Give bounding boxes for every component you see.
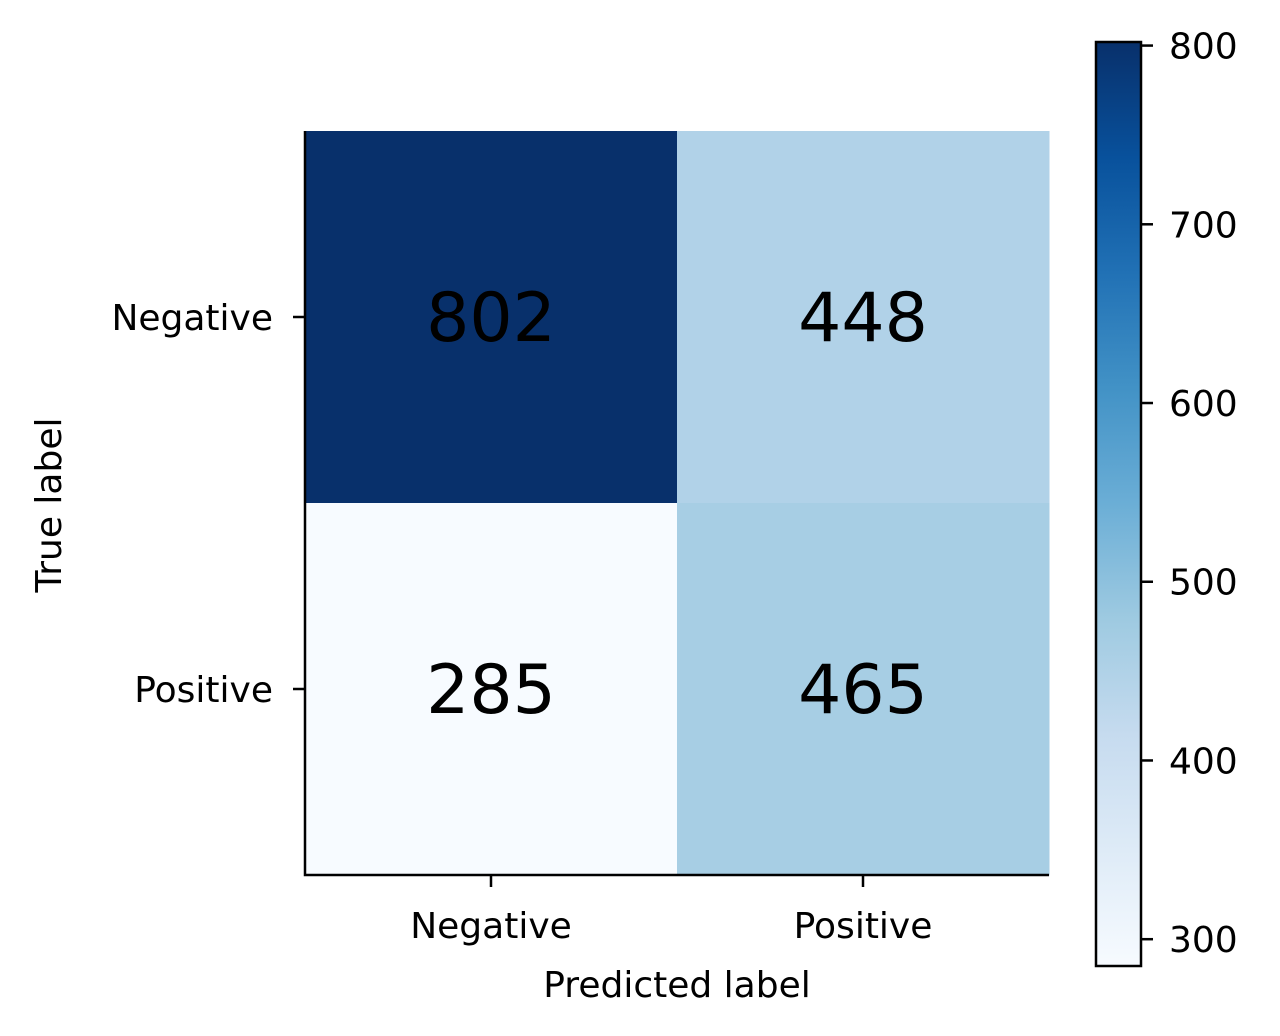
- heatmap-cell: [305, 503, 678, 876]
- cell-value-label: 448: [798, 279, 928, 358]
- colorbar: 300 400 500 600 700 800: [1094, 27, 1238, 968]
- colorbar-gradient: [1094, 40, 1143, 968]
- plot-axes: [303, 131, 1049, 877]
- heatmap-cells: [305, 131, 1050, 876]
- y-axis-label: True label: [29, 418, 70, 594]
- colorbar-tick-label: 300: [1169, 920, 1238, 961]
- x-axis-label: Predicted label: [543, 965, 811, 1006]
- colorbar-tick-label: 500: [1169, 563, 1238, 604]
- cell-value-labels: 802 448 285 465: [426, 279, 928, 730]
- axis-spine: [303, 131, 1049, 877]
- cell-value-label: 465: [798, 651, 928, 730]
- axis-ticks: Negative Positive Negative Positive: [111, 298, 932, 947]
- y-tick-label: Positive: [134, 670, 273, 711]
- x-tick-label: Positive: [794, 906, 933, 947]
- cell-value-label: 802: [426, 279, 556, 358]
- x-tick-label: Negative: [410, 906, 572, 947]
- heatmap-cell: [677, 503, 1050, 876]
- colorbar-tick-label: 600: [1169, 384, 1238, 425]
- heatmap-cell: [305, 131, 678, 504]
- heatmap-cell: [677, 131, 1050, 504]
- colorbar-tick-label: 800: [1169, 27, 1238, 68]
- colorbar-tick-label: 700: [1169, 205, 1238, 246]
- y-tick-label: Negative: [111, 298, 273, 339]
- cell-value-label: 285: [426, 651, 556, 730]
- colorbar-tick-label: 400: [1169, 741, 1238, 782]
